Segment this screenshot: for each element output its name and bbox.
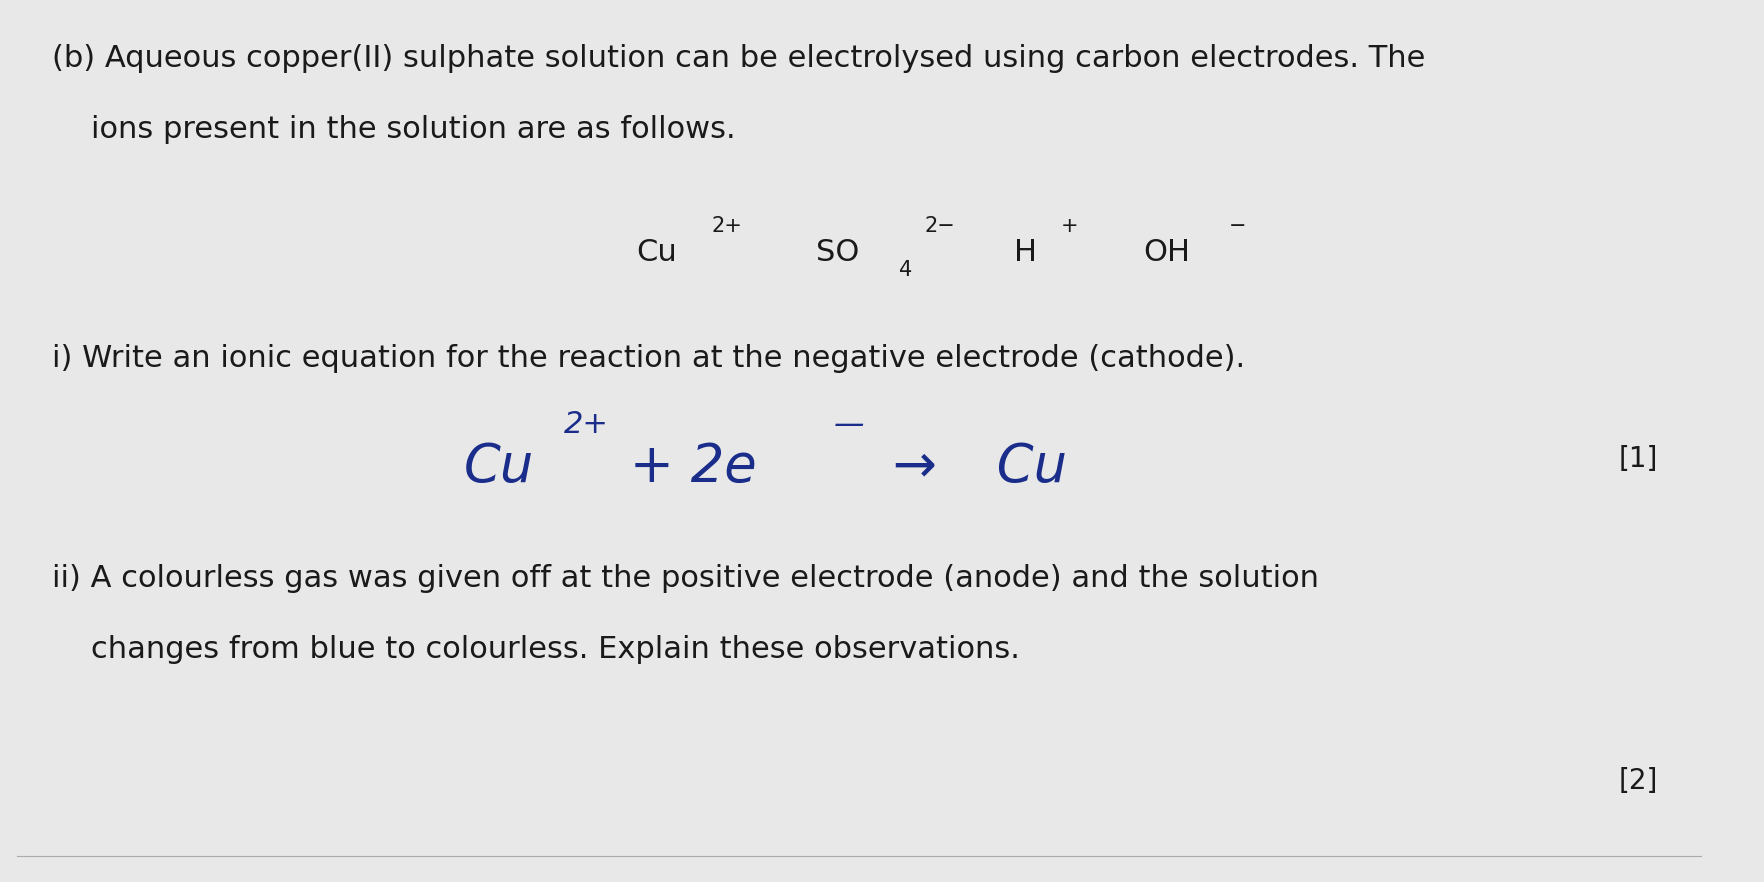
Text: H: H	[1013, 238, 1035, 267]
Text: ii) A colourless gas was given off at the positive electrode (anode) and the sol: ii) A colourless gas was given off at th…	[51, 564, 1318, 594]
Text: Cu: Cu	[635, 238, 676, 267]
Text: 4: 4	[898, 260, 912, 280]
Text: Cu: Cu	[979, 441, 1065, 493]
Text: 2+: 2+	[563, 410, 609, 439]
Text: [1]: [1]	[1618, 445, 1658, 474]
Text: [2]: [2]	[1618, 767, 1658, 796]
Text: +: +	[1060, 216, 1078, 236]
Text: 2−: 2−	[924, 216, 954, 236]
Text: ions present in the solution are as follows.: ions present in the solution are as foll…	[51, 115, 736, 144]
Text: OH: OH	[1141, 238, 1189, 267]
Text: changes from blue to colourless. Explain these observations.: changes from blue to colourless. Explain…	[51, 635, 1020, 664]
Text: 2+: 2+	[711, 216, 743, 236]
Text: —: —	[833, 410, 863, 439]
Text: + 2e: + 2e	[614, 441, 757, 493]
Text: Cu: Cu	[464, 441, 534, 493]
Text: −: −	[1228, 216, 1245, 236]
Text: i) Write an ionic equation for the reaction at the negative electrode (cathode).: i) Write an ionic equation for the react…	[51, 344, 1244, 373]
Text: SO: SO	[815, 238, 859, 267]
Text: →: →	[877, 441, 937, 493]
Text: (b) Aqueous copper(II) sulphate solution can be electrolysed using carbon electr: (b) Aqueous copper(II) sulphate solution…	[51, 44, 1424, 73]
